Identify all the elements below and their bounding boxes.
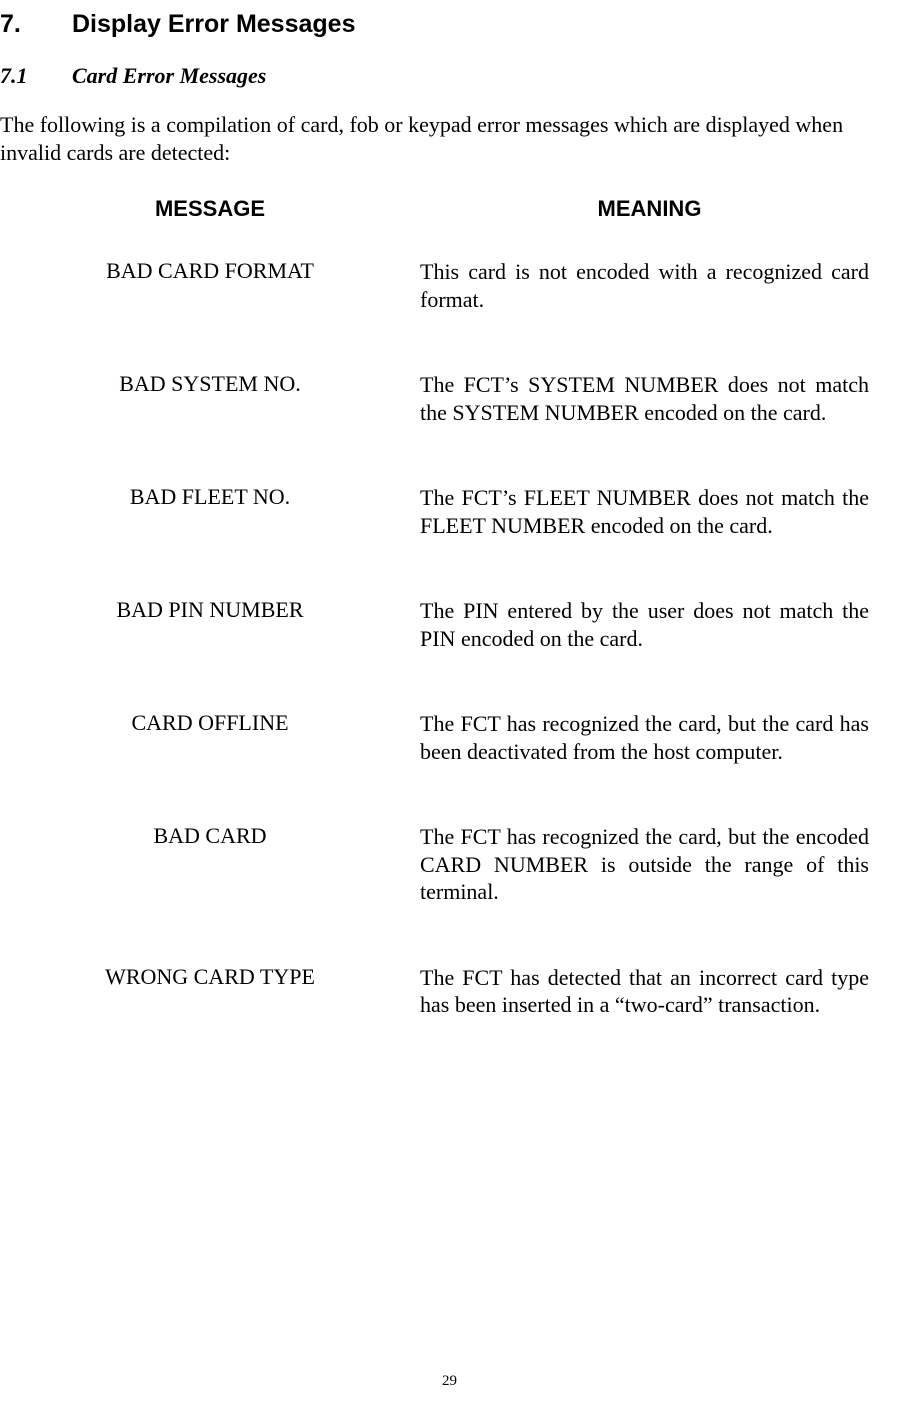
meaning-cell: The PIN entered by the user does not mat… [420,597,879,652]
meaning-column-header: MEANING [420,196,879,222]
table-row: BAD FLEET NO. The FCT’s FLEET NUMBER doe… [0,484,879,539]
error-messages-table: MESSAGE MEANING BAD CARD FORMAT This car… [0,196,879,1019]
table-row: BAD SYSTEM NO. The FCT’s SYSTEM NUMBER d… [0,371,879,426]
message-cell: BAD CARD [0,823,420,906]
meaning-cell: The FCT’s FLEET NUMBER does not match th… [420,484,879,539]
table-row: BAD PIN NUMBER The PIN entered by the us… [0,597,879,652]
meaning-cell: The FCT has recognized the card, but the… [420,710,879,765]
message-cell: BAD SYSTEM NO. [0,371,420,426]
subsection-title: Card Error Messages [72,63,266,88]
page-number: 29 [0,1373,899,1390]
table-row: BAD CARD The FCT has recognized the card… [0,823,879,906]
meaning-cell: The FCT has recognized the card, but the… [420,823,879,906]
section-title: Display Error Messages [72,10,355,38]
subsection-heading: 7.1Card Error Messages [0,63,879,89]
subsection-number: 7.1 [0,63,72,89]
section-number: 7. [0,10,72,39]
table-row: CARD OFFLINE The FCT has recognized the … [0,710,879,765]
message-cell: BAD PIN NUMBER [0,597,420,652]
message-cell: BAD FLEET NO. [0,484,420,539]
message-cell: BAD CARD FORMAT [0,258,420,313]
section-heading: 7.Display Error Messages [0,10,879,39]
meaning-cell: The FCT’s SYSTEM NUMBER does not match t… [420,371,879,426]
message-column-header: MESSAGE [0,196,420,222]
table-row: BAD CARD FORMAT This card is not encoded… [0,258,879,313]
meaning-cell: The FCT has detected that an incorrect c… [420,964,879,1019]
meaning-cell: This card is not encoded with a recogniz… [420,258,879,313]
intro-paragraph: The following is a compilation of card, … [0,111,879,166]
message-cell: CARD OFFLINE [0,710,420,765]
table-header-row: MESSAGE MEANING [0,196,879,222]
message-cell: WRONG CARD TYPE [0,964,420,1019]
table-row: WRONG CARD TYPE The FCT has detected tha… [0,964,879,1019]
